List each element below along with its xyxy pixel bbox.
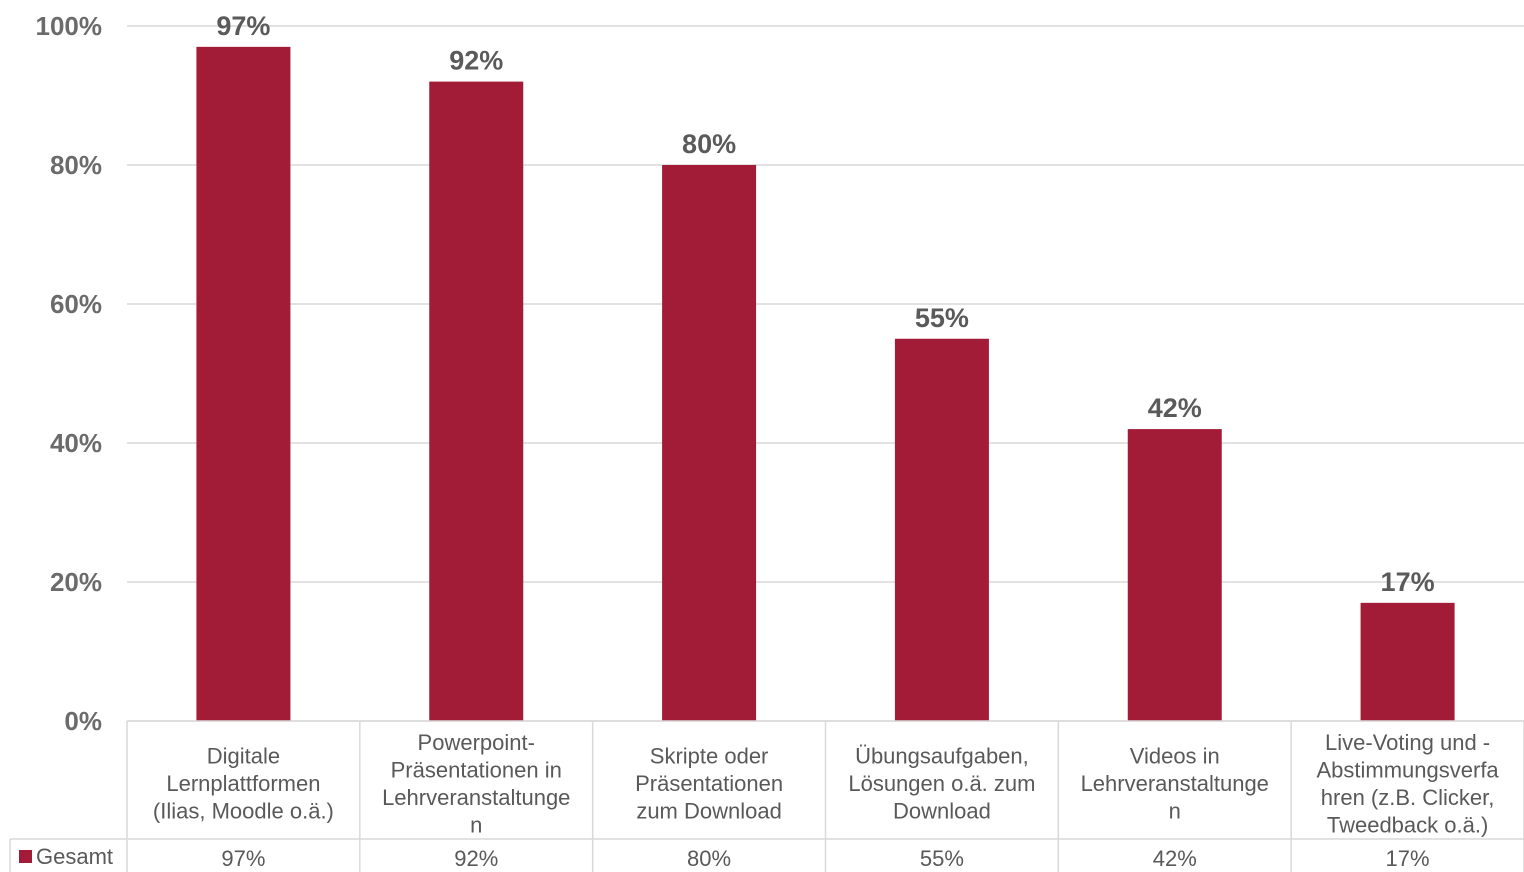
bar	[429, 81, 524, 722]
category-label-line: Powerpoint-	[418, 730, 535, 755]
gridlines	[127, 25, 1524, 722]
table-value-cell: 17%	[1386, 846, 1430, 871]
data-table: Digitale Lernplattformen (Ilias, Moodle o.…	[9, 720, 1524, 872]
category-label-line: Lehrveranstaltunge	[1081, 771, 1269, 796]
category-label-line: Abstimmungsverfa	[1316, 757, 1499, 782]
category-label: Videos in Lehrveranstaltunge n	[1081, 744, 1269, 824]
category-label: Übungsaufgaben, Lösungen o.ä. zum Download	[848, 744, 1035, 824]
bar	[662, 165, 757, 721]
category-label-line: n	[1169, 799, 1181, 824]
category-label-line: Videos in	[1130, 744, 1220, 769]
bars	[196, 46, 1455, 722]
table-value-cell: 97%	[221, 846, 265, 871]
y-tick-label: 0%	[64, 706, 102, 736]
data-label: 42%	[1148, 393, 1202, 423]
table-value-cell: 80%	[687, 846, 731, 871]
table-value-cell: 42%	[1153, 846, 1197, 871]
category-label-line: Präsentationen	[635, 771, 783, 796]
y-tick-label: 40%	[50, 428, 102, 458]
data-label: 55%	[915, 303, 969, 333]
category-label-line: Download	[893, 799, 991, 824]
category-label-line: hren (z.B. Clicker,	[1321, 785, 1495, 810]
y-axis-tick-labels: 0% 20% 40% 60% 80% 100%	[36, 11, 103, 736]
category-label-line: Präsentationen in	[391, 757, 562, 782]
data-label: 80%	[682, 129, 736, 159]
category-label-line: Lösungen o.ä. zum	[848, 771, 1035, 796]
bar	[196, 46, 291, 722]
y-tick-label: 60%	[50, 289, 102, 319]
category-label-line: n	[470, 812, 482, 837]
category-label-line: Lernplattformen	[166, 771, 320, 796]
category-label-line: Skripte oder	[650, 744, 769, 769]
data-label: 17%	[1381, 567, 1435, 597]
bar	[894, 338, 989, 721]
y-tick-label: 80%	[50, 150, 102, 180]
data-label: 97%	[216, 11, 270, 41]
table-value-cell: 92%	[454, 846, 498, 871]
y-tick-label: 100%	[36, 11, 103, 41]
category-label: Skripte oder Präsentationen zum Download	[635, 744, 783, 824]
category-label-line: Digitale	[207, 744, 280, 769]
legend-key	[19, 850, 32, 863]
category-label-line: (Ilias, Moodle o.ä.)	[153, 799, 334, 824]
category-label-line: Live-Voting und -	[1325, 730, 1490, 755]
data-labels: 97% 92% 80% 55% 42% 17%	[216, 11, 1434, 597]
legend-series-name: Gesamt	[36, 844, 113, 869]
bar	[1127, 429, 1222, 721]
category-label: Powerpoint-Präsentationen in Lehrveransta…	[382, 730, 570, 838]
category-label-line: zum Download	[636, 799, 782, 824]
category-label-line: Tweedback o.ä.)	[1327, 812, 1488, 837]
bar	[1360, 602, 1455, 721]
category-label: Digitale Lernplattformen (Ilias, Moodle o.…	[153, 744, 334, 824]
table-value-cell: 55%	[920, 846, 964, 871]
y-tick-label: 20%	[50, 567, 102, 597]
category-label: Live-Voting und -Abstimmungsverfa hren (z…	[1316, 730, 1499, 838]
category-label-line: Lehrveranstaltunge	[382, 785, 570, 810]
category-label-line: Übungsaufgaben,	[855, 744, 1029, 769]
data-label: 92%	[449, 46, 503, 76]
